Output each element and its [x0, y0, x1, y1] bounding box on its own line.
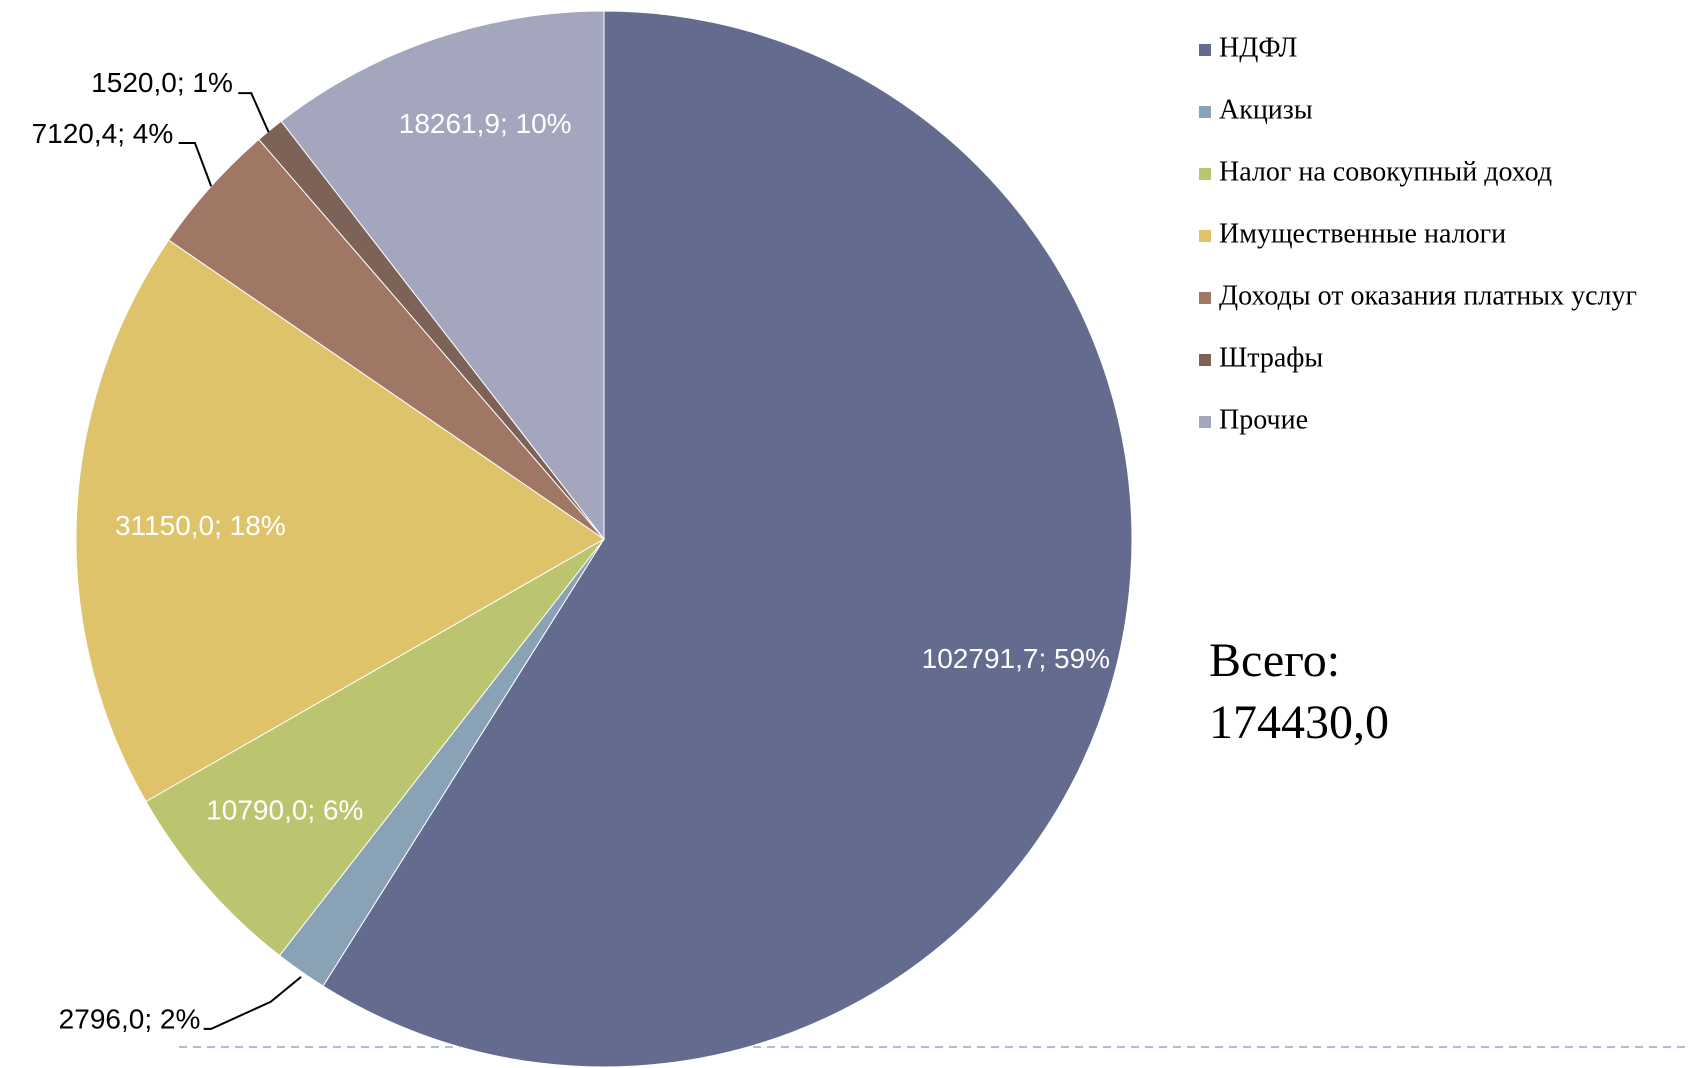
legend-label: Прочие — [1219, 404, 1308, 435]
leader-line — [178, 141, 213, 187]
legend-label: Имущественные налоги — [1219, 218, 1506, 249]
leader-line — [238, 92, 270, 133]
data-label: 18261,9; 10% — [399, 108, 572, 139]
pie-slice — [145, 538, 605, 957]
data-label: 31150,0; 18% — [115, 510, 286, 541]
legend-swatch — [1199, 44, 1211, 56]
data-label: 7120,4; 4% — [32, 118, 174, 149]
pie-slice — [280, 10, 605, 541]
legend-swatch — [1199, 230, 1211, 242]
legend-swatch — [1199, 416, 1211, 428]
legend-label: Доходы от оказания платных услуг — [1219, 280, 1637, 311]
legend-label: НДФЛ — [1219, 32, 1297, 63]
data-label: 2796,0; 2% — [59, 1004, 201, 1035]
data-label: 102791,7; 59% — [922, 643, 1110, 674]
legend-label: Налог на совокупный доход — [1219, 156, 1552, 187]
leader-line — [203, 976, 302, 1030]
pie-slice — [322, 10, 1133, 1068]
legend-label: Штрафы — [1219, 342, 1323, 373]
total-title: Всего: — [1209, 634, 1340, 687]
data-label: 1520,0; 1% — [91, 67, 233, 98]
total-value: 174430,0 — [1209, 696, 1389, 749]
legend-swatch — [1199, 354, 1211, 366]
pie-slice — [75, 239, 605, 803]
legend-swatch — [1199, 106, 1211, 118]
legend-label: Акцизы — [1219, 94, 1313, 125]
legend-swatch — [1199, 292, 1211, 304]
data-label: 10790,0; 6% — [206, 795, 363, 826]
legend-swatch — [1199, 168, 1211, 180]
